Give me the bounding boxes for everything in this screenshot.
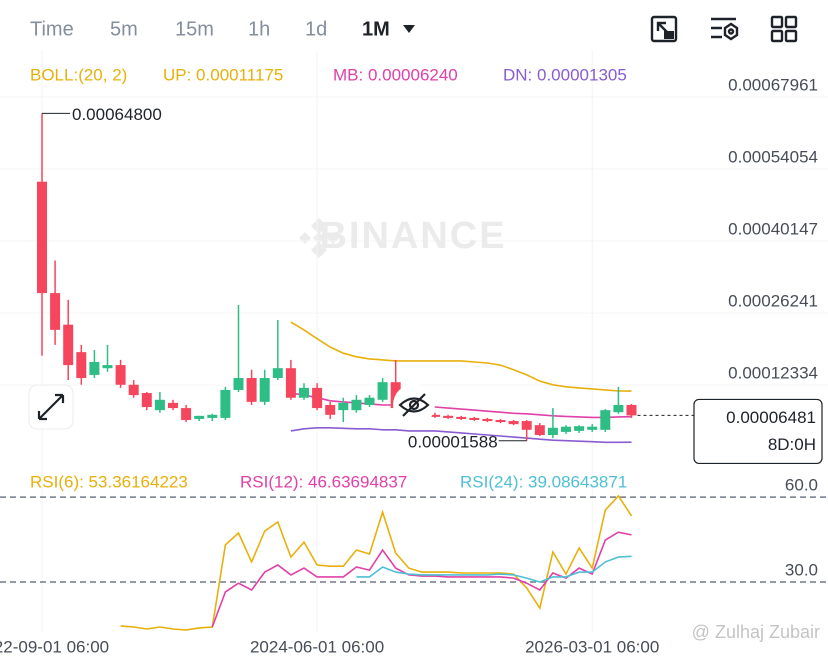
candle-body <box>272 368 283 379</box>
last-price-box <box>693 398 823 465</box>
settings-icon[interactable] <box>711 17 739 41</box>
expand-button[interactable] <box>28 384 74 430</box>
band-line <box>290 321 632 392</box>
plot: Time 5m 15m 1h 1d 1M 2022-09-01 06:00 2024-06-0… <box>0 18 828 656</box>
interval-tab[interactable]: 1h <box>248 18 270 40</box>
candle-body <box>587 426 598 430</box>
candle-body <box>364 397 375 405</box>
candle-body <box>613 404 624 413</box>
candle-body <box>377 382 388 400</box>
candle-body <box>469 417 480 420</box>
credit-watermark: @ Zulhaj Zubair <box>692 622 820 642</box>
countdown-label: 8D:0H <box>768 435 816 454</box>
candle-body <box>521 421 532 430</box>
candle-body <box>495 419 506 423</box>
candle-body <box>351 399 362 411</box>
legend-entry: UP: 0.00011175 <box>163 65 283 84</box>
y-tick-label: 0.00054054 <box>728 147 818 166</box>
band-line <box>290 427 632 444</box>
candle-body <box>299 387 309 398</box>
candle-body <box>246 378 257 402</box>
candle-body <box>338 402 349 411</box>
toolbar-icons <box>650 15 798 43</box>
candle-body <box>233 378 244 390</box>
candle-body <box>141 393 152 408</box>
y-tick-label: 0.00026241 <box>728 292 818 311</box>
candle-body <box>443 415 454 418</box>
legend-entry: RSI(12): 46.63694837 <box>240 472 407 491</box>
watermark: BINANCE <box>319 215 506 257</box>
last-price-label: 0.00006481 <box>726 408 816 427</box>
x-tick-label: 2022-09-01 06:00 <box>0 637 109 656</box>
candle-body <box>168 402 178 409</box>
high-label: 0.00064800 <box>72 105 162 124</box>
candle-body <box>285 368 296 398</box>
legend-entry: RSI(24): 39.08643871 <box>460 472 627 491</box>
rsi-line <box>356 555 632 583</box>
y-tick-label: 0.00012334 <box>728 364 818 383</box>
interval-tab[interactable]: 1d <box>305 18 327 40</box>
y-tick-label: 0.00067961 <box>728 75 818 94</box>
candle-body <box>37 181 47 294</box>
y-tick-label: 30.0 <box>785 561 818 580</box>
interval-tab[interactable]: 5m <box>110 18 138 40</box>
candle-body <box>508 421 519 425</box>
candle-body <box>482 418 493 422</box>
candle-body <box>561 426 571 432</box>
candle-body <box>600 410 611 430</box>
x-tick-label: 2024-06-01 06:00 <box>250 637 384 656</box>
candle-body <box>89 361 100 375</box>
legend-entry: MB: 0.00006240 <box>333 65 458 84</box>
candle-body <box>430 414 440 417</box>
indicator-label: BOLL:(20, 2) <box>30 65 127 84</box>
candle-body <box>220 389 231 418</box>
candle-body <box>547 427 558 436</box>
candle-body <box>63 324 74 366</box>
x-tick-label: 2026-03-01 06:00 <box>525 637 659 656</box>
candle-body <box>312 387 323 409</box>
legend-entry: DN: 0.00001305 <box>503 65 627 84</box>
candle-body <box>207 414 218 418</box>
interval-tab[interactable]: Time <box>30 18 74 40</box>
candle-body <box>456 416 467 419</box>
interval-tab[interactable]: 15m <box>175 18 214 40</box>
candle-body <box>194 415 205 419</box>
candle-body <box>128 384 139 396</box>
fullscreen-icon[interactable] <box>650 15 678 43</box>
candle-body <box>181 408 192 420</box>
candle-body <box>325 404 336 415</box>
y-tick-label: 0.00040147 <box>728 220 818 239</box>
candle-body <box>50 293 61 330</box>
layout-icon[interactable] <box>770 15 798 43</box>
band-line <box>290 392 632 419</box>
candle-body <box>259 378 270 402</box>
candle-body <box>115 365 126 385</box>
candle-body <box>626 404 637 416</box>
y-tick-label: 60.0 <box>785 476 818 495</box>
dropdown-arrow[interactable] <box>403 25 415 33</box>
hide-button[interactable] <box>393 384 435 426</box>
candle-body <box>534 425 545 436</box>
candle-body <box>574 426 585 431</box>
candle-body <box>76 352 87 379</box>
candle-body <box>102 365 113 369</box>
legend-entry: RSI(6): 53.36164223 <box>30 472 188 491</box>
interval-tab[interactable]: 1M <box>362 18 390 40</box>
candle-body <box>154 399 165 411</box>
low-label: 0.00001588 <box>408 432 498 451</box>
